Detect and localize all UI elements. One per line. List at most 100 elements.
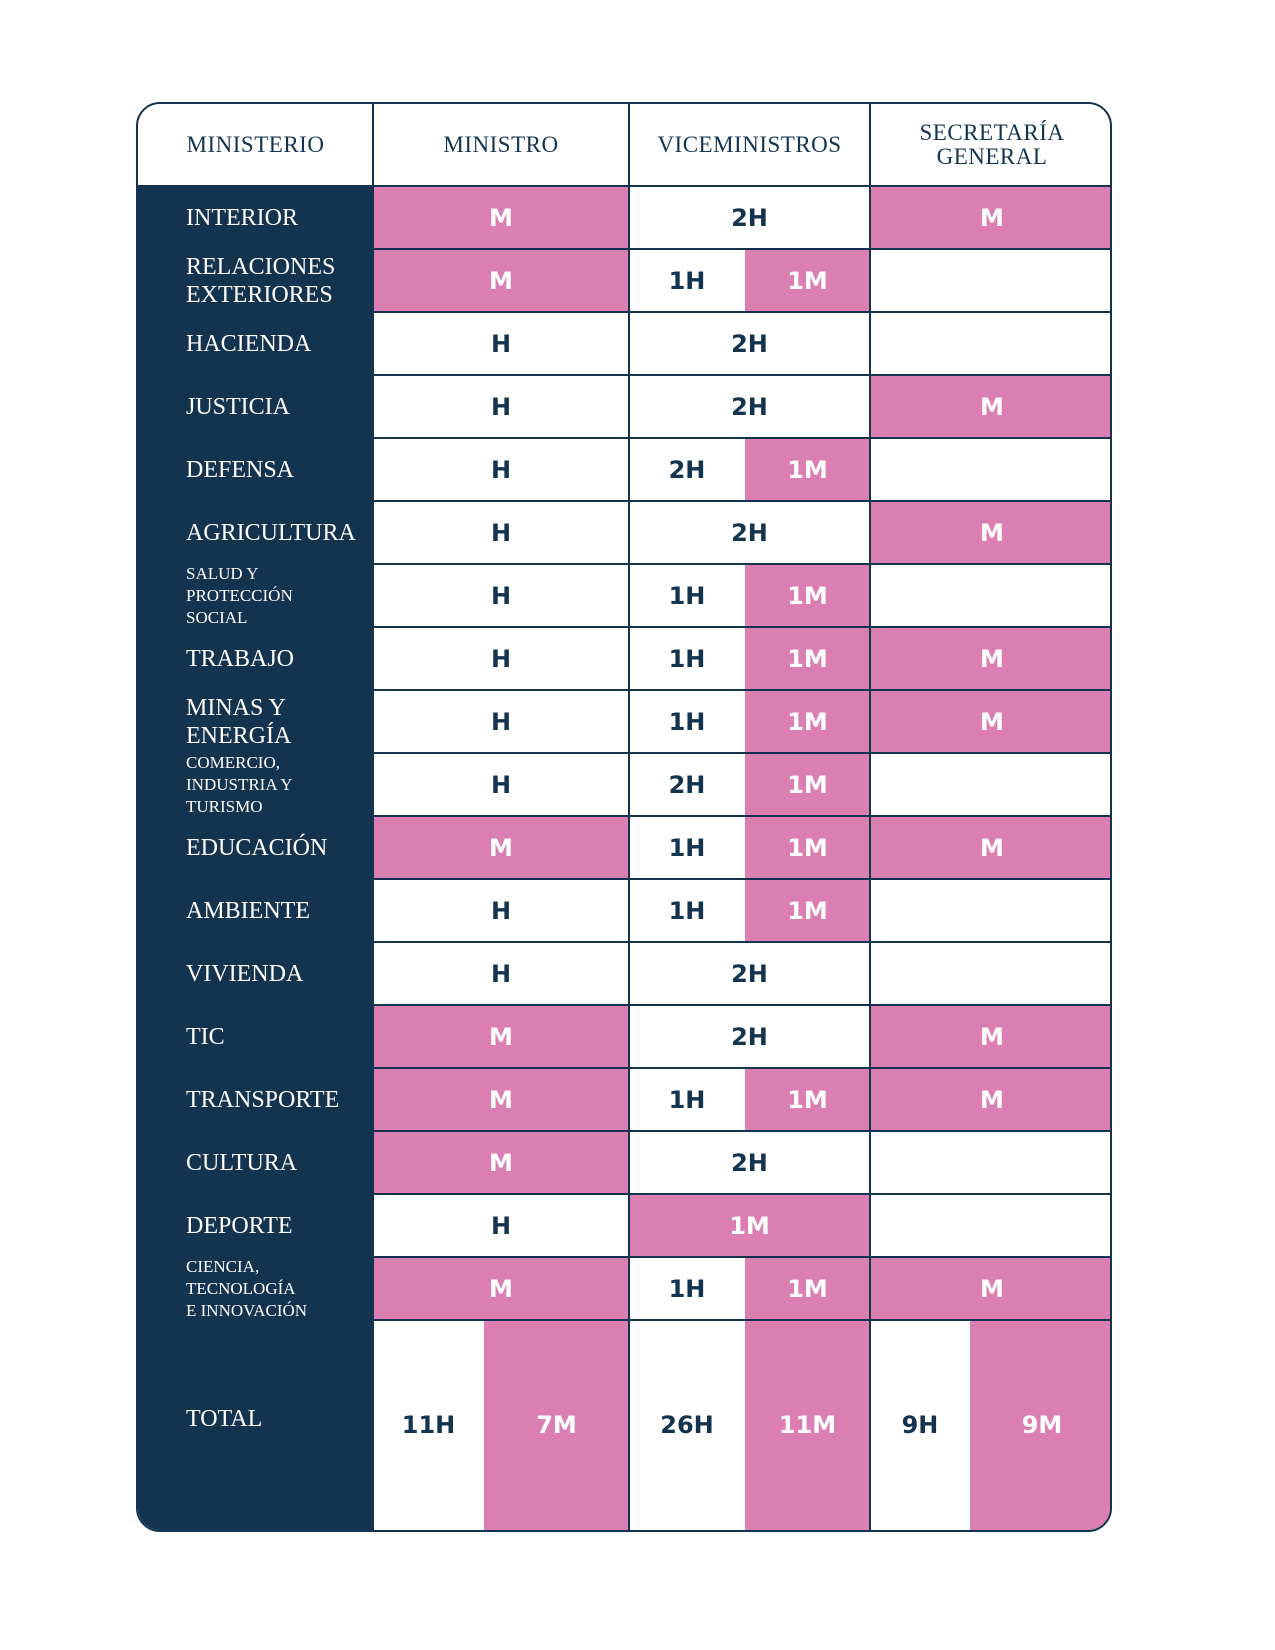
secretaria-cell xyxy=(870,249,1110,312)
ministry-name: AGRICULTURA xyxy=(186,519,356,546)
viceministros-m-cell: 1M xyxy=(745,1068,870,1131)
viceministros-h-cell: 1H xyxy=(629,690,745,753)
ministry-name: COMERCIO, INDUSTRIA Y TURISMO xyxy=(186,752,293,816)
viceministros-cell: 2H xyxy=(629,375,870,438)
ministro-cell: H xyxy=(373,312,629,375)
grid-line xyxy=(869,104,871,1530)
total-ministro-h: 11H xyxy=(373,1320,484,1530)
secretaria-cell: M xyxy=(870,627,1110,690)
ministry-name: DEFENSA xyxy=(186,456,295,483)
grid-line xyxy=(373,1319,1110,1321)
ministry-name: TIC xyxy=(186,1023,225,1050)
secretaria-cell: M xyxy=(870,1257,1110,1320)
viceministros-h-cell: 1H xyxy=(629,249,745,312)
grid-line xyxy=(373,1004,1110,1006)
ministry-name: DEPORTE xyxy=(186,1212,293,1239)
viceministros-m-cell: 1M xyxy=(745,753,870,816)
ministry-name: MINAS Y ENERGÍA xyxy=(186,694,292,749)
viceministros-cell: 2H xyxy=(629,942,870,1005)
viceministros-cell: 2H xyxy=(629,186,870,249)
grid-line xyxy=(373,1130,1110,1132)
viceministros-h-cell: 1H xyxy=(629,1257,745,1320)
secretaria-cell: M xyxy=(870,501,1110,564)
viceministros-cell: 2H xyxy=(629,1005,870,1068)
ministro-cell: H xyxy=(373,942,629,1005)
ministro-cell: H xyxy=(373,564,629,627)
grid-line xyxy=(373,563,1110,565)
viceministros-m-cell: 1M xyxy=(745,1257,870,1320)
total-secretaria-m: 9M xyxy=(970,1320,1110,1530)
ministro-cell: H xyxy=(373,438,629,501)
ministro-cell: H xyxy=(373,627,629,690)
grid-line xyxy=(373,815,1110,817)
grid-line xyxy=(373,437,1110,439)
grid-line xyxy=(373,374,1110,376)
grid-line xyxy=(373,248,1110,250)
ministro-cell: M xyxy=(373,1005,629,1068)
secretaria-cell: M xyxy=(870,816,1110,879)
ministry-name: TRANSPORTE xyxy=(186,1086,340,1113)
header-ministro: MINISTRO xyxy=(373,104,629,186)
ministro-cell: M xyxy=(373,186,629,249)
viceministros-m-cell: 1M xyxy=(745,564,870,627)
viceministros-h-cell: 1H xyxy=(629,816,745,879)
ministro-cell: H xyxy=(373,690,629,753)
grid-line xyxy=(373,878,1110,880)
viceministros-m-cell: 1M xyxy=(745,879,870,942)
viceministros-h-cell: 1H xyxy=(629,627,745,690)
secretaria-cell xyxy=(870,438,1110,501)
total-ministro-m: 7M xyxy=(484,1320,629,1530)
ministro-cell: H xyxy=(373,1194,629,1257)
grid-line xyxy=(373,1256,1110,1258)
ministro-cell: M xyxy=(373,1131,629,1194)
viceministros-m-cell: 1M xyxy=(745,690,870,753)
secretaria-cell xyxy=(870,1131,1110,1194)
secretaria-cell xyxy=(870,879,1110,942)
ministry-name: INTERIOR xyxy=(186,204,298,231)
total-label: TOTAL xyxy=(186,1405,263,1432)
total-vice-m: 11M xyxy=(745,1320,870,1530)
secretaria-cell: M xyxy=(870,375,1110,438)
grid-line xyxy=(373,500,1110,502)
ministro-cell: M xyxy=(373,1068,629,1131)
ministro-cell: M xyxy=(373,249,629,312)
viceministros-m-cell: 1M xyxy=(745,438,870,501)
secretaria-cell xyxy=(870,1194,1110,1257)
ministry-name: SALUD Y PROTECCIÓN SOCIAL xyxy=(186,563,293,627)
viceministros-cell: 2H xyxy=(629,312,870,375)
grid-line xyxy=(373,689,1110,691)
grid-line xyxy=(373,1067,1110,1069)
ministro-cell: H xyxy=(373,501,629,564)
ministry-name: EDUCACIÓN xyxy=(186,834,328,861)
ministry-name: AMBIENTE xyxy=(186,897,310,924)
ministry-name-column xyxy=(138,186,373,1530)
ministry-name: VIVIENDA xyxy=(186,960,304,987)
secretaria-cell: M xyxy=(870,1068,1110,1131)
viceministros-m-cell: 1M xyxy=(745,627,870,690)
ministry-name: RELACIONES EXTERIORES xyxy=(186,253,336,308)
ministry-name: CIENCIA, TECNOLOGÍA E INNOVACIÓN xyxy=(186,1256,308,1320)
viceministros-h-cell: 1H xyxy=(629,1068,745,1131)
grid-line xyxy=(138,185,1110,187)
ministry-name: TRABAJO xyxy=(186,645,295,672)
viceministros-h-cell: 2H xyxy=(629,438,745,501)
ministry-name: CULTURA xyxy=(186,1149,298,1176)
header-ministerio: MINISTERIO xyxy=(138,104,373,186)
ministry-name: JUSTICIA xyxy=(186,393,291,420)
viceministros-h-cell: 1H xyxy=(629,879,745,942)
secretaria-cell xyxy=(870,753,1110,816)
grid-line xyxy=(373,311,1110,313)
gender-distribution-table: MINISTERIO MINISTRO VICEMINISTROS SECRETARÍ… xyxy=(136,102,1112,1532)
viceministros-h-cell: 1H xyxy=(629,564,745,627)
viceministros-cell: 2H xyxy=(629,501,870,564)
ministro-cell: H xyxy=(373,753,629,816)
ministro-cell: M xyxy=(373,1257,629,1320)
ministro-cell: M xyxy=(373,816,629,879)
ministro-cell: H xyxy=(373,375,629,438)
grid-line xyxy=(372,104,374,1530)
viceministros-m-cell: 1M xyxy=(745,249,870,312)
viceministros-cell: 2H xyxy=(629,1131,870,1194)
total-secretaria-h: 9H xyxy=(870,1320,970,1530)
ministry-name: HACIENDA xyxy=(186,330,312,357)
viceministros-cell: 1M xyxy=(629,1194,870,1257)
